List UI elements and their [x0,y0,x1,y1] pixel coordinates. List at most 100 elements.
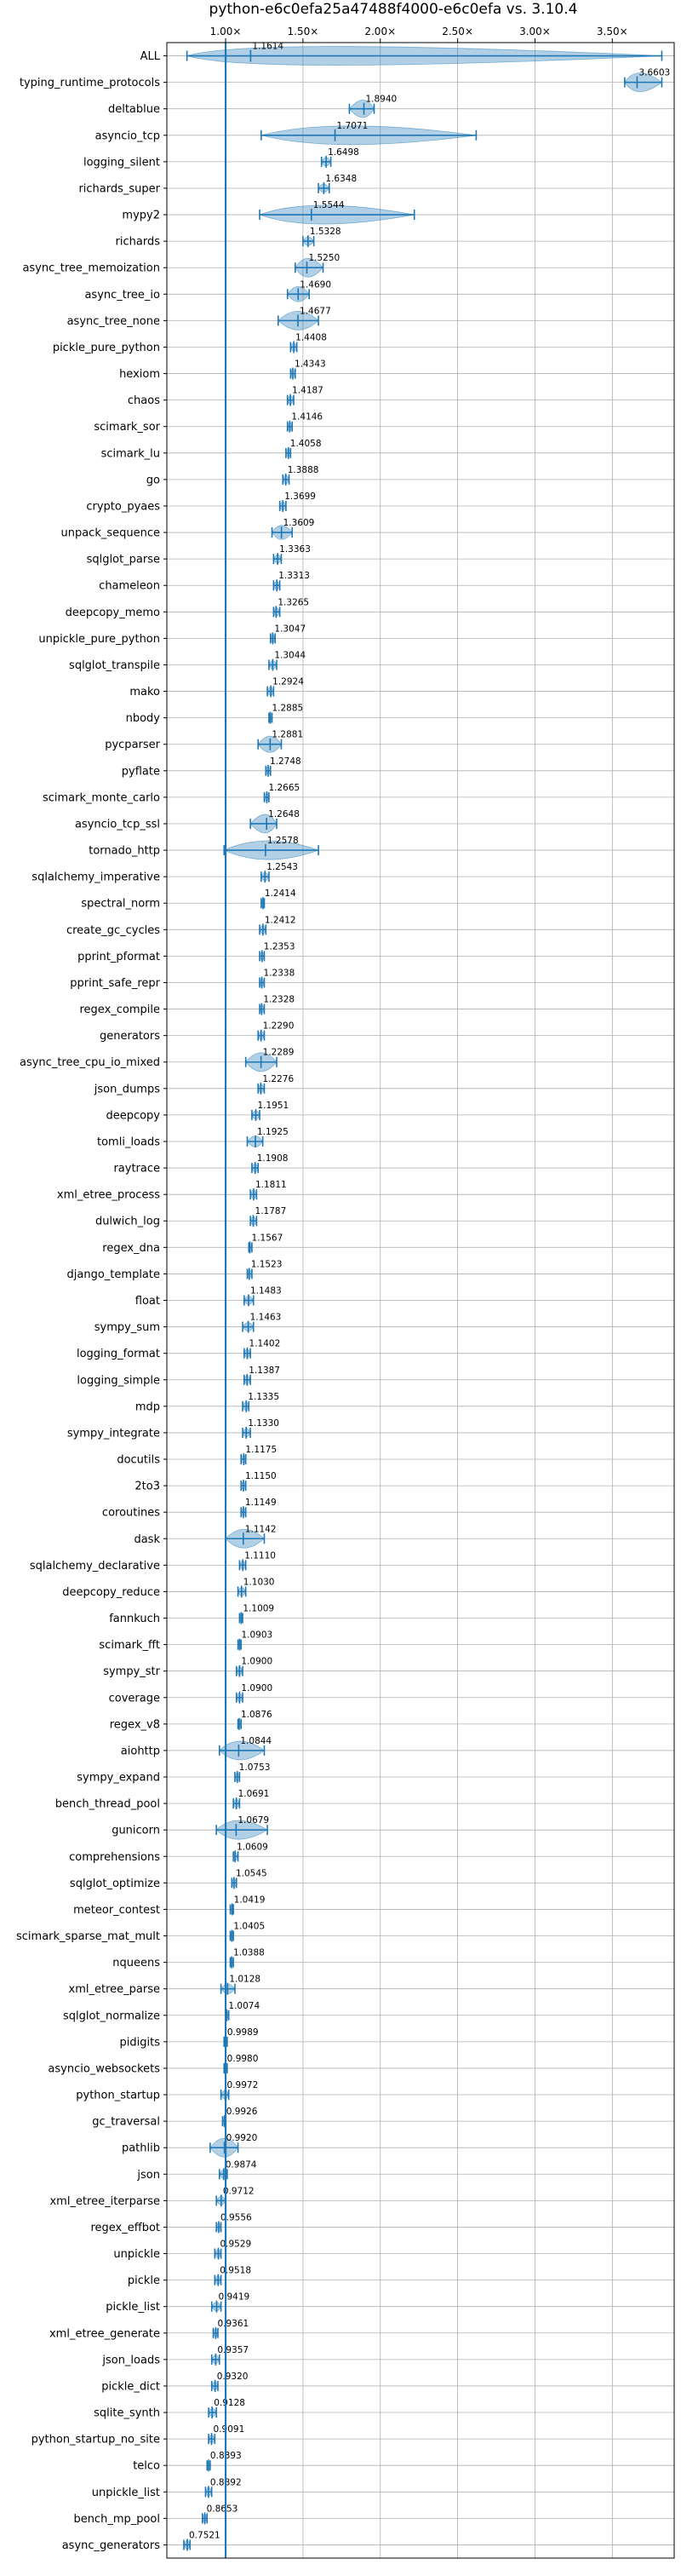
violin-dask: 1.1142 [225,1524,277,1549]
value-label: 0.9361 [217,2319,249,2329]
value-label: 1.1787 [255,1206,287,1216]
violin-nqueens: 1.0388 [229,1948,265,1969]
violin-meteor_contest: 1.0419 [229,1895,265,1916]
violin-hexiom: 1.4343 [289,359,326,380]
benchmark-label: nqueens [112,1957,160,1969]
value-label: 1.2924 [272,677,304,687]
violin-sympy_sum: 1.1463 [242,1313,281,1333]
value-label: 1.2353 [264,941,295,952]
benchmark-label: asyncio_tcp_ssl [75,818,160,831]
value-label: 0.8653 [207,2504,238,2514]
violin-sympy_expand: 1.0753 [234,1762,270,1784]
value-label: 1.1110 [244,1550,276,1561]
benchmark-label: sqlalchemy_declarative [30,1560,160,1573]
value-label: 1.2648 [268,809,300,819]
grid-layer [167,43,674,2558]
benchmark-label: unpack_sequence [60,527,160,540]
value-label: 1.1009 [243,1604,274,1614]
x-tick-label: 1.00× [210,26,242,37]
benchmark-label: sqlglot_parse [87,554,160,566]
violin-xml_etree_parse: 1.0128 [220,1975,260,1995]
benchmark-label: pickle_dict [101,2380,160,2393]
value-label: 1.2885 [272,704,303,714]
benchmark-label: comprehensions [69,1851,160,1864]
value-label: 1.1614 [252,42,283,52]
benchmark-label: gc_traversal [92,2116,160,2129]
x-tick-label: 1.50× [288,26,319,37]
benchmark-label: scimark_sparse_mat_mult [16,1930,160,1943]
violin-sqlalchemy_imperative: 1.2543 [260,862,298,883]
benchmark-label: pickle_list [106,2301,160,2314]
benchmark-label: scimark_monte_carlo [43,791,160,804]
benchmark-label: pycparser [105,739,160,751]
benchmark-label: pickle_pure_python [53,342,160,354]
benchmark-label: ALL [140,50,161,63]
violin-sympy_str: 1.0900 [235,1657,272,1677]
benchmark-label: bench_mp_pool [73,2513,160,2526]
violin-coverage: 1.0900 [235,1683,272,1704]
benchmark-label: sqlglot_normalize [63,2010,160,2022]
violin-spectral_norm: 1.2414 [260,888,296,910]
benchmark-label: unpickle_pure_python [38,633,160,646]
benchmark-label: python_startup_no_site [31,2434,160,2447]
value-label: 1.1335 [248,1392,279,1402]
value-label: 1.2881 [272,730,303,740]
value-label: 1.0679 [237,1815,269,1826]
violin-async_tree_cpu_io_mixed: 1.2289 [244,1048,294,1072]
value-label: 1.1149 [245,1498,277,1508]
violin-comprehensions: 1.0609 [232,1842,268,1863]
value-label: 1.1330 [248,1418,279,1429]
violin-pyflate: 1.2748 [265,756,301,777]
violin-crypto_pyaes: 1.3699 [278,492,316,512]
violin-generators: 1.2290 [257,1021,294,1042]
benchmark-label: regex_v8 [110,1718,160,1731]
value-label: 0.9128 [214,2398,245,2408]
violin-pathlib: 0.9920 [209,2133,257,2158]
violin-sqlalchemy_declarative: 1.1110 [238,1550,276,1572]
value-label: 1.0545 [236,1868,267,1878]
benchmark-label: sqlglot_optimize [70,1877,160,1890]
violin-regex_effbot: 0.9556 [215,2212,252,2234]
benchmark-label: create_gc_cycles [66,924,160,937]
benchmark-label: generators [100,1030,160,1043]
benchmark-label: python_startup [76,2090,160,2102]
value-label: 1.3363 [279,544,311,555]
benchmark-label: bench_thread_pool [55,1798,160,1811]
value-label: 0.9980 [227,2054,259,2064]
value-label: 1.0691 [238,1789,270,1799]
violin-python_startup_no_site: 0.9091 [208,2424,244,2446]
benchmark-label: mypy2 [122,210,160,222]
violin-raytrace: 1.1908 [251,1153,288,1175]
benchmark-label: docutils [117,1454,160,1467]
violin-scimark_sparse_mat_mult: 1.0405 [229,1922,265,1942]
benchmark-label: richards_super [78,182,160,195]
benchmark-label: sqlglot_transpile [69,659,160,672]
value-label: 1.1175 [245,1445,277,1455]
value-label: 0.9972 [227,2080,259,2090]
violin-logging_simple: 1.1387 [243,1366,280,1386]
value-label: 1.1925 [257,1127,289,1137]
value-label: 1.4187 [292,386,323,396]
violin-float: 1.1483 [243,1286,282,1307]
benchmark-label: coroutines [102,1507,160,1520]
violin-unpack_sequence: 1.3609 [271,518,314,540]
violin-nbody: 1.2885 [268,704,303,724]
violin-json_dumps: 1.2276 [257,1074,294,1095]
x-tick-label: 3.00× [519,26,551,37]
violin-pickle_dict: 0.9320 [210,2372,248,2392]
violin-unpickle_pure_python: 1.3047 [269,624,306,645]
benchmark-label: pprint_safe_repr [70,977,160,990]
violin-mako: 1.2924 [266,677,304,698]
value-label: 0.9529 [220,2240,251,2250]
value-label: 1.1483 [250,1286,282,1297]
benchmark-label: unpickle [113,2248,160,2261]
value-label: 0.9556 [220,2212,252,2222]
violin-regex_compile: 1.2328 [259,995,295,1015]
violin-deltablue: 1.8940 [348,95,397,118]
value-label: 1.8940 [365,95,397,105]
benchmark-label: sympy_expand [77,1772,160,1785]
violin-sqlite_synth: 0.9128 [208,2398,245,2419]
benchmark-label: xml_etree_generate [49,2327,160,2340]
violin-python_startup: 0.9972 [220,2080,259,2102]
value-label: 1.7071 [337,121,369,131]
